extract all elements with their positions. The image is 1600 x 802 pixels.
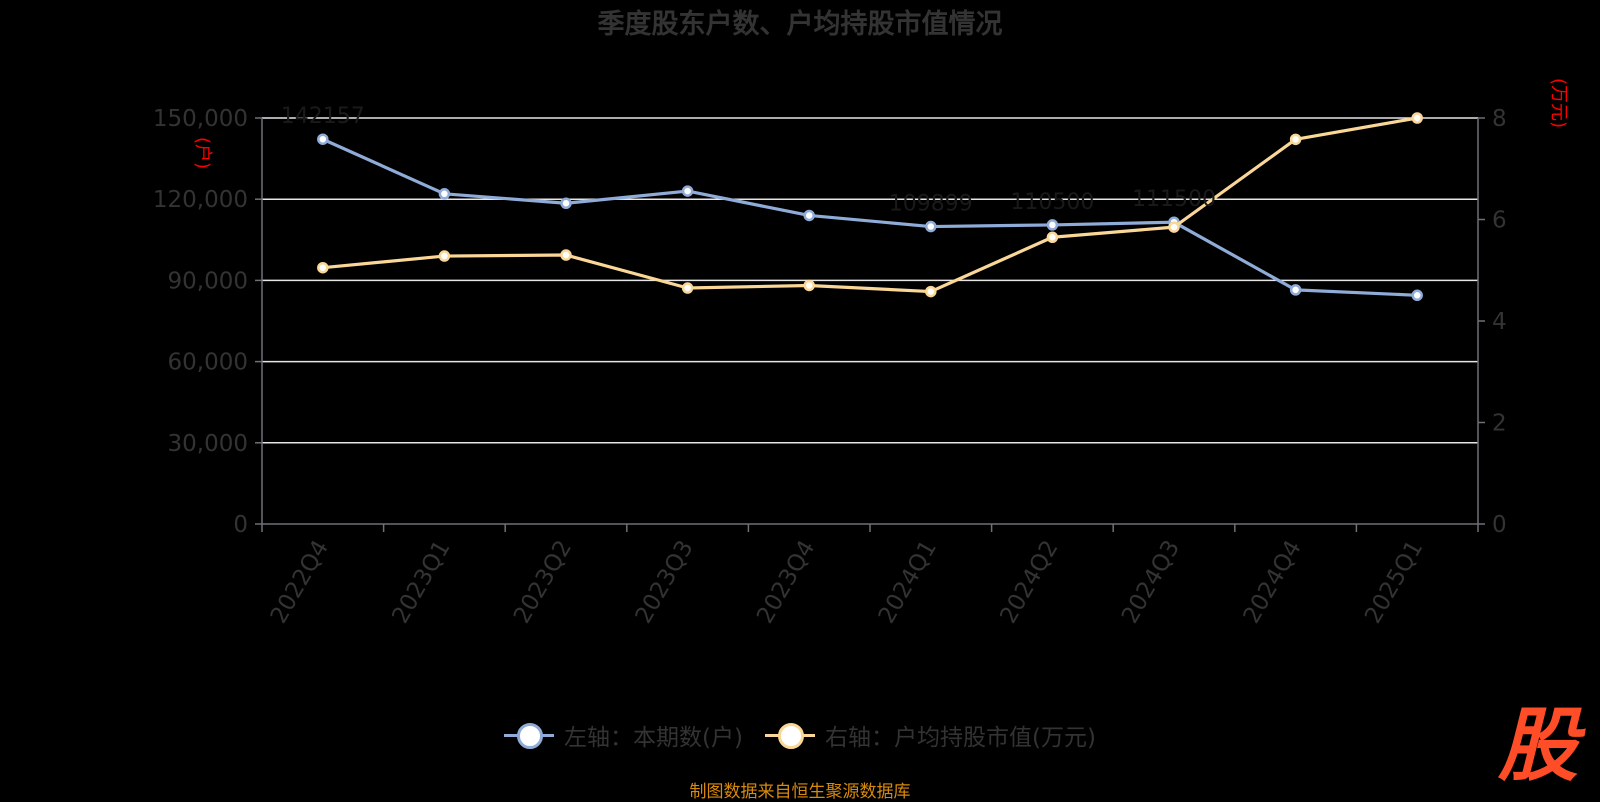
legend-item-households[interactable]: 左轴：本期数(户) — [504, 718, 743, 752]
series-2-point — [317, 261, 329, 274]
legend-marker-avg-value — [765, 720, 815, 750]
y-left-tick-label: 150,000 — [153, 106, 248, 132]
series-2-point — [803, 279, 815, 292]
series-2-point — [925, 285, 937, 298]
axes: 150,000 120,000 90,000 60,000 30,000 0 8 6 4 2 0 20… — [153, 78, 1569, 628]
series-1-point — [1046, 219, 1059, 231]
y-left-tick-label: 30,000 — [168, 431, 248, 457]
legend-label-avg-value: 右轴：户均持股市值(万元) — [825, 725, 1096, 751]
data-source-note: 制图数据来自恒生聚源数据库 — [689, 782, 911, 802]
x-tick-label: 2025Q1 — [1360, 536, 1428, 628]
y-right-tick-label: 0 — [1492, 512, 1507, 538]
y-left-tick-label: 90,000 — [168, 268, 248, 294]
series-lines — [317, 112, 1423, 302]
y-right-tick-label: 6 — [1492, 208, 1507, 234]
series-1-point — [317, 133, 329, 145]
y-right-tick-label: 8 — [1492, 106, 1507, 132]
chart-title: 季度股东户数、户均持股市值情况 — [597, 9, 1003, 40]
series-2-point — [438, 250, 451, 262]
series-2-point — [560, 249, 572, 261]
x-tick-label: 2024Q2 — [995, 536, 1063, 628]
x-tick-label: 2024Q4 — [1239, 536, 1307, 628]
data-label: 111500 — [1132, 187, 1216, 212]
series-1-point — [438, 188, 451, 200]
legend-dot-avg-value — [778, 723, 804, 749]
series-1-point — [681, 185, 694, 197]
y-right-tick-label: 4 — [1492, 309, 1507, 335]
series-2-point — [1289, 133, 1302, 146]
legend-marker-households — [504, 720, 555, 750]
legend-label-households: 左轴：本期数(户) — [564, 725, 743, 751]
series-1-point — [803, 209, 815, 222]
x-tick-label: 2024Q3 — [1117, 536, 1185, 628]
data-label: 109899 — [889, 192, 973, 217]
data-label: 110500 — [1010, 190, 1094, 215]
legend-dot-households — [517, 723, 544, 749]
series-1-point — [560, 197, 572, 210]
x-tick-label: 2023Q2 — [509, 536, 577, 628]
y-right-unit-label: (万元) — [1548, 78, 1569, 128]
data-labels: 142157 109899 110500 111500 — [281, 104, 1216, 216]
series-line-1 — [322, 137, 1418, 297]
series-1-point — [925, 220, 937, 233]
y-left-tick-label: 120,000 — [153, 187, 248, 213]
y-left-tick-label: 60,000 — [168, 350, 248, 376]
grid-lines — [262, 117, 1478, 444]
y-right-tick-label: 2 — [1492, 411, 1507, 437]
x-tick-label: 2023Q4 — [752, 536, 820, 628]
series-1-point — [1411, 289, 1423, 302]
series-2-point — [1046, 231, 1059, 244]
data-label: 142157 — [281, 104, 365, 129]
series-1-point — [1289, 284, 1302, 296]
x-tick-label: 2022Q4 — [266, 536, 334, 628]
x-tick-label: 2023Q3 — [631, 536, 699, 628]
brand-logo: 股 — [1498, 699, 1578, 792]
y-left-tick-label: 0 — [233, 512, 248, 538]
series-2-point — [681, 282, 694, 294]
x-tick-label: 2024Q1 — [874, 536, 942, 628]
series-2-point — [1168, 221, 1180, 233]
legend-item-avg-value[interactable]: 右轴：户均持股市值(万元) — [765, 718, 1096, 752]
series-line-2 — [322, 116, 1418, 294]
series-2-point — [1411, 112, 1423, 124]
legend: 左轴：本期数(户) 右轴：户均持股市值(万元) — [0, 718, 1600, 752]
x-tick-label: 2023Q1 — [387, 536, 455, 628]
y-left-unit-label: (户) — [192, 137, 213, 169]
